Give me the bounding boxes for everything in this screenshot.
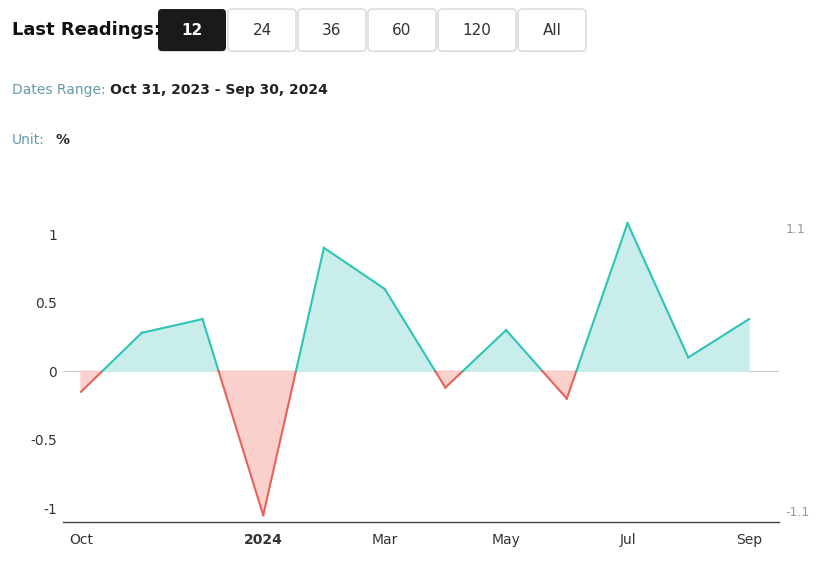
Text: All: All: [542, 23, 561, 38]
Text: 24: 24: [252, 23, 272, 38]
FancyBboxPatch shape: [438, 9, 516, 51]
Text: 12: 12: [181, 23, 203, 38]
Text: 120: 120: [463, 23, 491, 38]
FancyBboxPatch shape: [298, 9, 366, 51]
Text: %: %: [55, 133, 69, 147]
Text: Oct 31, 2023 - Sep 30, 2024: Oct 31, 2023 - Sep 30, 2024: [110, 84, 328, 97]
FancyBboxPatch shape: [368, 9, 436, 51]
FancyBboxPatch shape: [158, 9, 226, 51]
Text: 36: 36: [323, 23, 342, 38]
Text: -1.1: -1.1: [785, 506, 810, 519]
Text: Dates Range:: Dates Range:: [12, 84, 106, 97]
FancyBboxPatch shape: [518, 9, 586, 51]
FancyBboxPatch shape: [228, 9, 296, 51]
Text: 60: 60: [392, 23, 411, 38]
Text: 1.1: 1.1: [785, 223, 805, 236]
Text: Unit:: Unit:: [12, 133, 45, 147]
Text: Last Readings:: Last Readings:: [12, 21, 161, 39]
